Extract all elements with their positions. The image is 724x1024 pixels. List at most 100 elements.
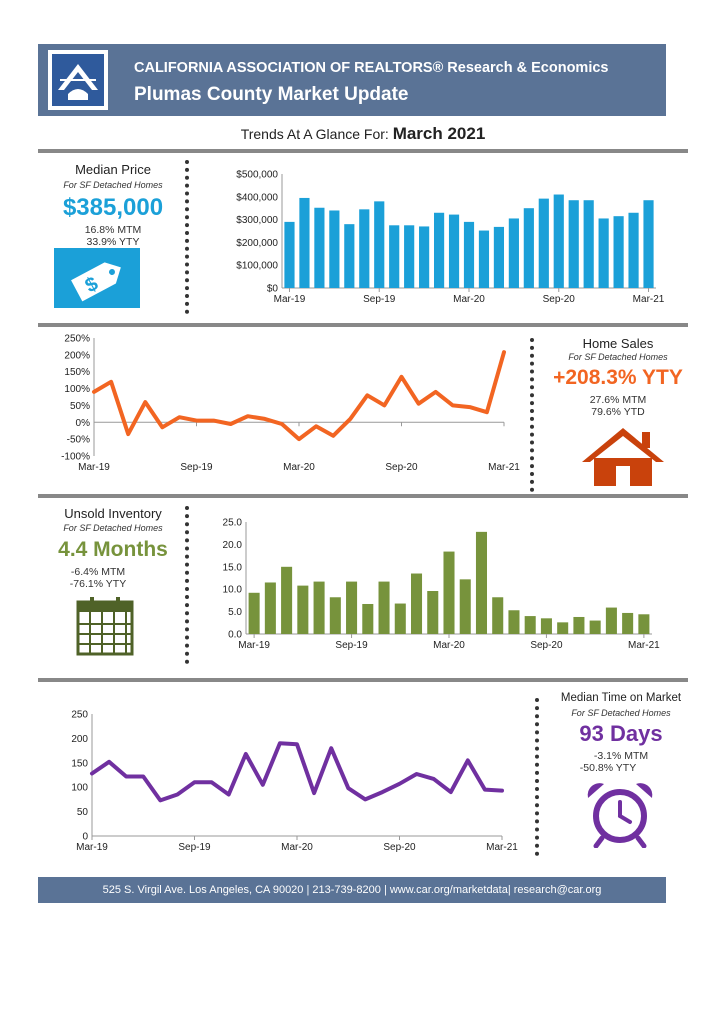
home-sales-title: Home Sales <box>582 336 654 351</box>
bar <box>419 226 430 288</box>
x-tick-label: Mar-21 <box>488 462 520 473</box>
home-sales-value: +208.3% YTY <box>553 366 683 389</box>
bar <box>475 531 488 634</box>
bar <box>297 585 309 634</box>
dotted-separator <box>185 506 193 664</box>
bar <box>284 221 295 288</box>
header-banner <box>38 44 666 116</box>
trends-month: March 2021 <box>392 124 486 143</box>
y-tick-label: -100% <box>61 452 90 463</box>
footer-contact: 525 S. Virgil Ave. Los Angeles, CA 90020… <box>38 877 666 903</box>
x-tick-label: Sep-20 <box>530 640 563 651</box>
bar <box>329 210 340 288</box>
y-tick-label: 200 <box>71 734 88 745</box>
section-divider <box>38 323 688 327</box>
bar <box>613 216 624 288</box>
y-tick-label: 200% <box>64 350 90 361</box>
bar <box>362 603 374 634</box>
home-sales-chart: -100% -50% 0% 50% 100% 150% 200% 250% Mar-19 Sep-… <box>61 334 520 474</box>
bar <box>583 200 594 288</box>
y-tick-label: 250 <box>71 710 88 721</box>
bar <box>478 230 490 288</box>
time-on-market-chart: 0 50 100 150 200 250 Mar-19 Sep-19 Mar-20 Sep-20 M… <box>71 710 518 854</box>
bar <box>508 218 519 288</box>
bar <box>248 592 260 634</box>
section-divider <box>38 494 688 498</box>
x-tick-label: Mar-20 <box>433 640 465 651</box>
home-sales-ytd: 79.6% YTD <box>591 406 645 418</box>
bar <box>281 566 293 634</box>
y-tick-label: 100% <box>64 384 90 395</box>
y-tick-label: 100 <box>71 783 88 794</box>
y-tick-label: 25.0 <box>223 518 243 529</box>
calendar-icon <box>76 597 134 656</box>
section-divider <box>38 149 688 153</box>
y-tick-label: $400,000 <box>236 192 278 203</box>
median-price-yty: 33.9% YTY <box>86 236 140 248</box>
x-tick-label: Sep-19 <box>363 294 396 305</box>
y-tick-label: 150 <box>71 758 88 769</box>
bar <box>463 221 475 288</box>
dotted-separator <box>530 338 538 492</box>
bar <box>508 610 520 634</box>
median-price-title: Median Price <box>75 162 151 177</box>
y-tick-label: $300,000 <box>236 215 278 226</box>
y-tick-label: 0% <box>76 418 91 429</box>
bar <box>374 201 385 288</box>
y-tick-label: $100,000 <box>236 261 278 272</box>
x-tick-label: Mar-20 <box>453 294 485 305</box>
bar <box>540 618 552 634</box>
time-on-market-subtitle: For SF Detached Homes <box>571 708 671 718</box>
x-tick-label: Mar-20 <box>281 842 313 853</box>
bar <box>493 226 505 288</box>
bar <box>557 622 569 634</box>
dotted-separator <box>535 698 543 856</box>
y-tick-label: 5.0 <box>228 607 242 618</box>
x-tick-label: Mar-21 <box>633 294 665 305</box>
logo-emblem-icon <box>52 54 104 106</box>
home-sales-mtm: 27.6% MTM <box>589 394 647 406</box>
section-divider <box>38 678 688 682</box>
house-icon <box>582 428 664 486</box>
bar <box>638 614 650 634</box>
y-tick-label: 250% <box>64 334 90 345</box>
bar <box>628 212 639 288</box>
bar <box>314 207 325 288</box>
time-on-market-value: 93 Days <box>579 721 663 746</box>
x-tick-label: Sep-20 <box>543 294 576 305</box>
bar <box>410 573 423 634</box>
x-tick-label: Sep-20 <box>383 842 416 853</box>
bar <box>299 197 310 288</box>
bar <box>448 214 460 288</box>
inventory-chart: 0.0 5.0 10.0 15.0 20.0 25.0 Mar-19 Sep-19 Mar-20… <box>223 518 661 652</box>
bar <box>404 225 415 288</box>
y-tick-label: 0.0 <box>228 630 242 641</box>
y-tick-label: $200,000 <box>236 238 278 249</box>
y-tick-label: 0 <box>82 832 88 843</box>
bar <box>389 225 400 288</box>
bar <box>568 200 579 288</box>
bar <box>589 620 601 634</box>
time-on-market-yty: -50.8% YTY <box>579 762 637 774</box>
x-tick-label: Sep-20 <box>385 462 418 473</box>
x-tick-label: Mar-19 <box>238 640 270 651</box>
series-line <box>90 741 504 803</box>
dotted-separator <box>185 160 193 314</box>
y-tick-label: 50 <box>77 807 89 818</box>
x-tick-label: Mar-20 <box>283 462 315 473</box>
x-tick-label: Mar-21 <box>628 640 660 651</box>
header-org-title: CALIFORNIA ASSOCIATION OF REALTORS® Rese… <box>134 60 609 76</box>
y-tick-label: -50% <box>67 435 90 446</box>
x-tick-label: Sep-19 <box>335 640 368 651</box>
car-logo <box>48 50 108 110</box>
price-tag-icon: $ <box>54 248 140 308</box>
x-tick-label: Mar-19 <box>76 842 108 853</box>
y-tick-label: 10.0 <box>223 585 243 596</box>
bar <box>492 597 504 634</box>
bar <box>394 603 406 634</box>
x-tick-label: Mar-19 <box>78 462 110 473</box>
y-tick-label: 20.0 <box>223 540 243 551</box>
series-line <box>92 350 506 442</box>
x-tick-label: Mar-19 <box>274 294 306 305</box>
y-tick-label: 50% <box>70 401 90 412</box>
